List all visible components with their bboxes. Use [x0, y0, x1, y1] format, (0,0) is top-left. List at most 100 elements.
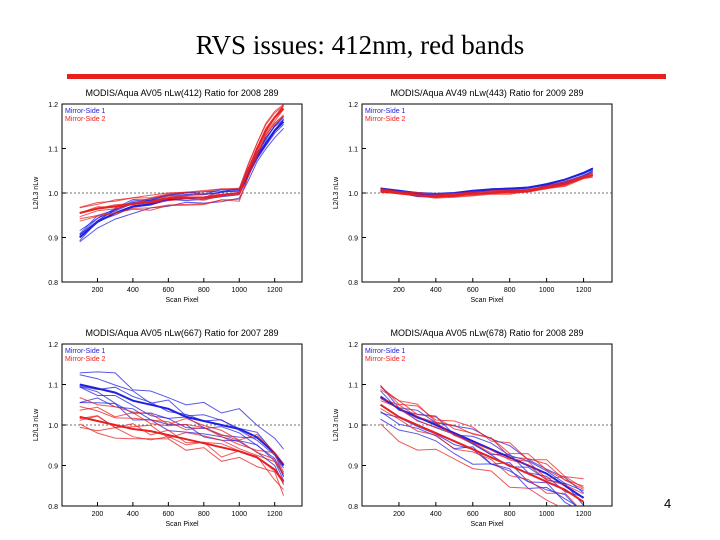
- chart-panel-667: MODIS/Aqua AV05 nLw(667) Ratio for 2007 …: [33, 328, 303, 528]
- series-trace: [380, 397, 584, 495]
- y-tick-label: 1.1: [348, 383, 358, 390]
- x-tick-label: 1000: [231, 511, 247, 518]
- y-tick-label: 1.1: [48, 147, 58, 154]
- series-line-2: [379, 403, 585, 503]
- series-trace: [380, 389, 584, 490]
- legend-label: Mirror-Side 2: [365, 356, 406, 363]
- series-trace: [380, 418, 579, 506]
- legend-label: Mirror-Side 1: [65, 348, 106, 355]
- y-axis-label: L2/L3 nLw: [33, 408, 40, 441]
- title-divider: [67, 74, 666, 79]
- y-tick-label: 1.1: [48, 383, 58, 390]
- x-tick-label: 200: [92, 511, 104, 518]
- x-tick-label: 200: [393, 511, 405, 518]
- legend-label: Mirror-Side 1: [65, 108, 106, 115]
- series-trace: [79, 423, 285, 496]
- series-trace: [79, 119, 284, 236]
- y-tick-label: 1.2: [48, 342, 58, 349]
- series-trace: [79, 406, 285, 473]
- series-trace: [79, 128, 284, 243]
- x-tick-label: 600: [163, 511, 175, 518]
- series-line-2: [380, 174, 594, 198]
- y-tick-label: 0.8: [348, 504, 358, 511]
- y-tick-label: 0.9: [348, 236, 358, 243]
- chart-panel-443: MODIS/Aqua AV49 nLw(443) Ratio for 2009 …: [333, 88, 613, 304]
- y-tick-label: 0.9: [348, 464, 358, 471]
- x-tick-label: 1200: [576, 287, 592, 294]
- x-tick-label: 1200: [267, 511, 283, 518]
- y-tick-label: 1.0: [48, 191, 58, 198]
- x-tick-label: 200: [92, 287, 104, 294]
- y-tick-label: 1.2: [348, 342, 358, 349]
- series-line-1: [79, 121, 285, 239]
- x-tick-label: 800: [198, 511, 210, 518]
- series-trace: [79, 406, 285, 474]
- series-trace: [79, 115, 284, 220]
- series-group-1: [79, 115, 285, 243]
- x-tick-label: 400: [430, 511, 442, 518]
- y-tick-label: 1.1: [348, 147, 358, 154]
- chart-title: MODIS/Aqua AV05 nLw(678) Ratio for 2008 …: [391, 328, 584, 338]
- series-trace: [380, 400, 584, 489]
- chart-panel-678: MODIS/Aqua AV05 nLw(678) Ratio for 2008 …: [333, 328, 613, 528]
- page-number: 4: [664, 496, 672, 511]
- chart-title: MODIS/Aqua AV05 nLw(412) Ratio for 2008 …: [86, 88, 279, 98]
- series-group-2: [79, 104, 285, 222]
- x-tick-label: 600: [467, 287, 479, 294]
- x-tick-label: 800: [504, 511, 516, 518]
- x-tick-label: 1200: [576, 511, 592, 518]
- series-trace: [79, 118, 284, 236]
- series-trace: [380, 412, 577, 506]
- y-tick-label: 1.0: [48, 423, 58, 430]
- y-axis-label: L2/L3 nLw: [333, 176, 340, 209]
- x-tick-label: 1000: [539, 287, 555, 294]
- x-tick-label: 400: [430, 287, 442, 294]
- series-line-1: [379, 395, 585, 499]
- x-axis-label: Scan Pixel: [470, 521, 504, 528]
- slide-title: RVS issues: 412nm, red bands: [195, 30, 525, 60]
- x-axis-label: Scan Pixel: [470, 297, 504, 304]
- x-tick-label: 1000: [231, 287, 247, 294]
- legend-label: Mirror-Side 2: [65, 356, 106, 363]
- series-trace: [79, 385, 285, 469]
- series-group-2: [380, 172, 594, 199]
- series-trace: [79, 415, 285, 475]
- series-trace: [380, 386, 584, 487]
- x-tick-label: 1200: [267, 287, 283, 294]
- x-axis-label: Scan Pixel: [165, 521, 199, 528]
- y-tick-label: 1.2: [348, 102, 358, 109]
- x-tick-label: 400: [127, 287, 139, 294]
- y-tick-label: 0.9: [48, 464, 58, 471]
- chart-title: MODIS/Aqua AV49 nLw(443) Ratio for 2009 …: [391, 88, 584, 98]
- y-tick-label: 1.0: [348, 191, 358, 198]
- series-trace: [380, 423, 560, 506]
- series-group-2: [79, 397, 285, 496]
- legend-label: Mirror-Side 1: [365, 108, 406, 115]
- series-trace: [79, 371, 284, 450]
- legend-label: Mirror-Side 2: [65, 116, 106, 123]
- series-group-1: [379, 385, 585, 506]
- legend-label: Mirror-Side 1: [365, 348, 406, 355]
- series-trace: [79, 397, 284, 465]
- y-axis-label: L2/L3 nLw: [333, 408, 340, 441]
- series-trace: [79, 108, 285, 218]
- y-tick-label: 1.0: [348, 423, 358, 430]
- x-tick-label: 400: [127, 511, 139, 518]
- series-trace: [380, 390, 584, 492]
- series-trace: [79, 104, 284, 208]
- y-axis-label: L2/L3 nLw: [33, 176, 40, 209]
- y-tick-label: 0.8: [348, 280, 358, 287]
- x-tick-label: 800: [504, 287, 516, 294]
- series-group-2: [379, 385, 585, 506]
- x-tick-label: 600: [467, 511, 479, 518]
- y-tick-label: 1.2: [48, 102, 58, 109]
- y-tick-label: 0.8: [48, 280, 58, 287]
- series-line-2: [79, 107, 285, 214]
- chart-panel-412: MODIS/Aqua AV05 nLw(412) Ratio for 2008 …: [33, 88, 303, 304]
- x-tick-label: 600: [163, 287, 175, 294]
- x-tick-label: 200: [393, 287, 405, 294]
- series-trace: [79, 119, 284, 237]
- series-trace: [380, 172, 593, 195]
- series-trace: [380, 385, 584, 480]
- x-tick-label: 1000: [539, 511, 555, 518]
